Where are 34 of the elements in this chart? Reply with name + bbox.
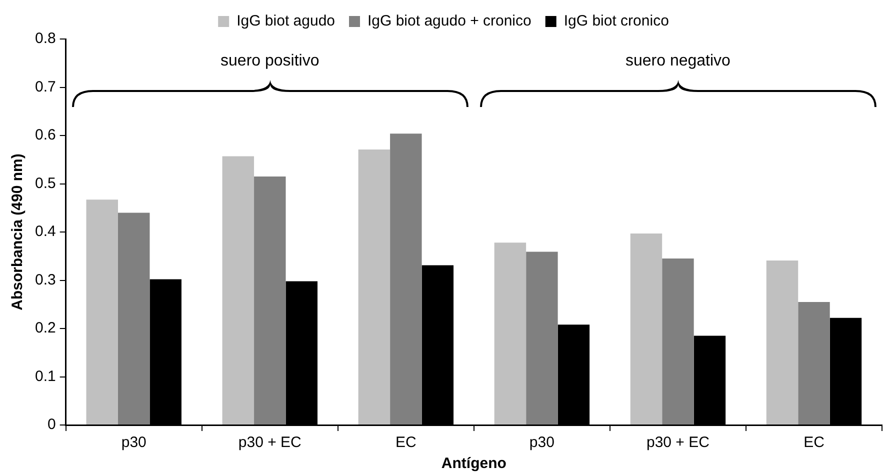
bar: [630, 233, 662, 424]
bar: [358, 149, 390, 424]
y-tick-label: 0.7: [34, 78, 56, 96]
x-tick-label: p30 + EC: [646, 434, 710, 452]
bar: [222, 156, 254, 424]
x-tick-label: p30: [529, 434, 554, 452]
bar: [494, 242, 526, 424]
x-axis-title: Antígeno: [441, 455, 506, 472]
bar: [766, 260, 798, 424]
x-tick-label: EC: [395, 434, 416, 452]
bar: [798, 302, 830, 424]
bar: [390, 134, 422, 424]
annotation: suero negativo: [625, 52, 731, 70]
y-tick-label: 0: [48, 416, 56, 434]
x-tick-label: p30 + EC: [238, 434, 302, 452]
x-tick-label: p30: [121, 434, 146, 452]
y-tick-label: 0.6: [34, 126, 56, 144]
legend-label: IgG biot agudo: [236, 12, 336, 30]
annotation: suero positivo: [220, 52, 320, 70]
y-tick-label: 0.4: [34, 223, 56, 240]
legend-label: IgG biot agudo + cronico: [368, 12, 532, 30]
bar: [118, 212, 150, 424]
x-tick-label: EC: [804, 434, 825, 452]
y-tick-label: 0.3: [34, 271, 56, 288]
y-tick-label: 0.2: [34, 320, 56, 337]
bar: [254, 176, 286, 424]
bar: [662, 258, 694, 424]
y-tick-label: 0.5: [34, 174, 56, 192]
bar: [86, 200, 118, 424]
y-tick-label: 0.8: [34, 30, 56, 48]
legend-label: IgG biot cronico: [564, 12, 669, 30]
y-tick-label: 0.1: [34, 368, 56, 385]
bar: [526, 252, 558, 424]
y-axis-title: Absorbancia (490 nm): [9, 154, 26, 310]
